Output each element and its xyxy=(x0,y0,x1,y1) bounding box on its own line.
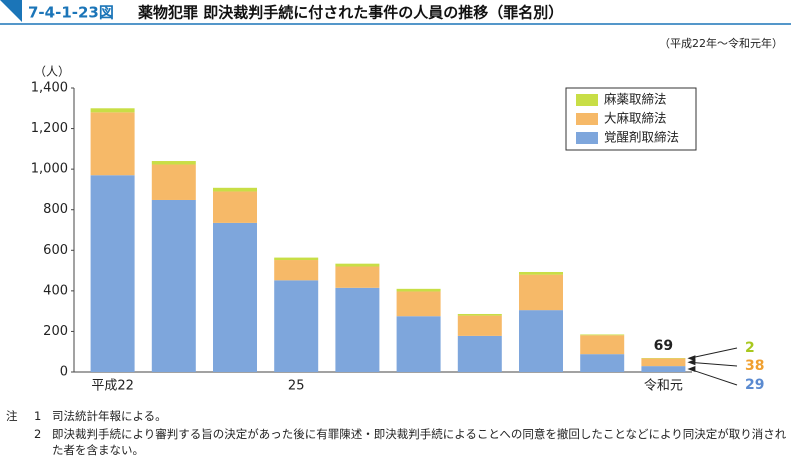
legend-label: 麻薬取締法 xyxy=(604,92,667,107)
bar-segment xyxy=(457,315,502,336)
bar-segment xyxy=(580,335,625,355)
value-label: 29 xyxy=(745,377,764,393)
bar-segment xyxy=(641,366,686,372)
y-tick-label: 0 xyxy=(60,365,68,380)
notes-label: 注 xyxy=(6,409,18,423)
x-tick-label: 令和元 xyxy=(644,379,683,394)
legend-swatch xyxy=(576,113,598,125)
subtitle: （平成22年～令和元年） xyxy=(659,36,783,50)
bar-segment xyxy=(335,263,380,267)
bar-segment xyxy=(213,191,257,223)
pointer xyxy=(689,347,738,359)
figure-number: 7-4-1-23図 xyxy=(28,4,114,22)
pointer-head xyxy=(687,355,696,362)
chart: 7-4-1-23図 薬物犯罪 即決裁判手続に付された事件の人員の推移（罪名別） … xyxy=(0,0,791,394)
bar-segment xyxy=(151,161,196,165)
value-label: 38 xyxy=(745,358,764,374)
value-label: 2 xyxy=(745,340,755,356)
bar-segment xyxy=(396,316,441,372)
bar-segment xyxy=(151,199,196,372)
bar-segment xyxy=(90,175,135,372)
bar-segment xyxy=(457,313,502,316)
bar-segment xyxy=(457,335,502,372)
bar-segment xyxy=(396,291,441,317)
note-text: 司法統計年報による。 xyxy=(52,409,167,423)
y-tick-label: 400 xyxy=(43,283,68,298)
x-tick-label: 平成22 xyxy=(91,379,134,394)
bar-segment xyxy=(213,222,257,372)
legend-swatch xyxy=(576,94,598,106)
bar-segment xyxy=(519,274,563,311)
legend-label: 大麻取締法 xyxy=(604,111,667,126)
y-tick-label: 200 xyxy=(43,324,68,339)
bar-segment xyxy=(580,334,625,336)
bar-segment xyxy=(519,271,563,275)
y-tick-label: 800 xyxy=(43,202,68,217)
y-tick-label: 600 xyxy=(43,243,68,258)
pointer-head xyxy=(687,366,696,373)
note-number: 1 xyxy=(34,409,42,423)
bar-segment xyxy=(274,260,319,281)
bar-segment xyxy=(580,354,625,372)
legend-label: 覚醒剤取締法 xyxy=(604,130,679,145)
bar-segment xyxy=(519,310,563,372)
bar-segment xyxy=(396,288,441,292)
pointer xyxy=(689,361,738,367)
title-marker xyxy=(0,0,22,22)
total-label: 69 xyxy=(654,338,673,354)
x-tick-label: 25 xyxy=(288,379,305,394)
bar-segment xyxy=(90,112,135,176)
bar-segment xyxy=(335,266,380,288)
y-tick-label: 1,200 xyxy=(31,121,68,136)
bar-segment xyxy=(274,280,319,372)
bar-segment xyxy=(335,287,380,372)
y-tick-label: 1,400 xyxy=(31,81,68,96)
bar-segment xyxy=(213,187,257,192)
bar-segment xyxy=(90,108,135,113)
note-number: 2 xyxy=(34,427,42,441)
bar-segment xyxy=(274,257,319,261)
legend-swatch xyxy=(576,132,598,144)
pointer-head xyxy=(687,359,696,366)
y-tick-label: 1,000 xyxy=(31,162,68,177)
bar-segment xyxy=(151,164,196,200)
chart-title: 薬物犯罪 即決裁判手続に付された事件の人員の推移（罪名別） xyxy=(137,4,563,22)
bar-segment xyxy=(641,358,686,367)
note-text: 即決裁判手続により審判する旨の決定があった後に有罪陳述・即決裁判手続によることへ… xyxy=(52,427,787,457)
pointer xyxy=(689,368,738,386)
y-axis-label: （人） xyxy=(34,65,70,79)
